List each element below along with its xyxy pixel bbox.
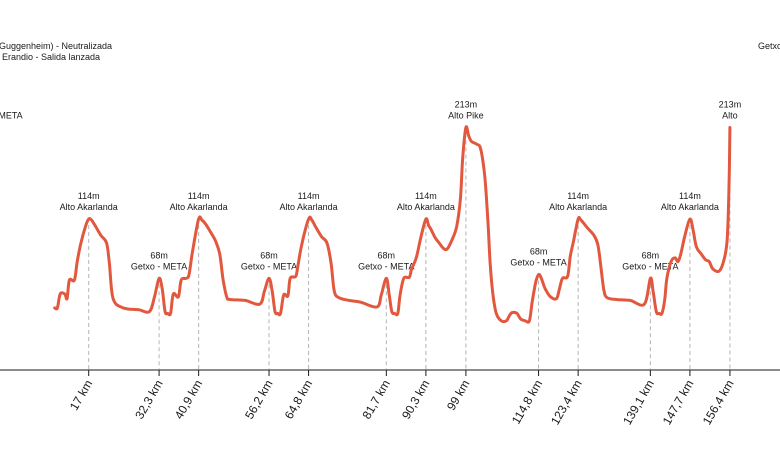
x-tick-label: 156,4 km [700,377,737,427]
climb-altitude: 114m [415,191,437,201]
climb-name: Alto Akarlanda [549,202,607,212]
climb-altitude: 68m [642,250,660,260]
start-note-line-1: (Guggenheim) - Neutralizada [0,41,112,51]
climb-altitude: 114m [679,191,701,201]
climb-name: Alto Akarlanda [170,202,228,212]
climb-altitude: 68m [150,250,168,260]
x-tick-label: 99 km [444,378,472,413]
climb-altitude: 114m [188,191,210,201]
x-tick-label: 147,7 km [660,377,697,427]
climb-altitude: 114m [78,191,100,201]
climb-altitude: 68m [378,250,396,260]
finish-note: Getxo [758,41,780,51]
climb-name: Alto [722,110,738,120]
start-note-line-2: Erandio - Salida lanzada [2,52,100,62]
x-tick-label: 56,2 km [242,377,275,421]
x-tick-label: 64,8 km [282,377,315,421]
climb-name: Alto Akarlanda [60,202,118,212]
x-tick-label: 40,9 km [172,377,205,421]
x-tick-label: 114,8 km [509,377,545,426]
x-axis-ticks: 17 km 32,3 km 40,9 km 56,2 km 64,8 km 81,7 km… [67,370,737,427]
climb-altitude: 114m [567,191,589,201]
climb-name: Getxo - META [358,261,414,271]
climb-name: Alto Akarlanda [397,202,455,212]
climb-name: META [0,110,23,120]
climb-name: Getxo - META [622,261,678,271]
x-tick-label: 90,3 km [399,377,432,421]
climb-name: Getxo - META [241,261,297,271]
climb-altitude: 213m [455,99,478,109]
x-tick-label: 123,4 km [548,377,585,427]
x-tick-label: 17 km [67,378,95,413]
climb-name: Alto Akarlanda [661,202,719,212]
x-tick-label: 32,3 km [132,377,165,421]
guide-lines [88,133,731,369]
climb-altitude: 68m [260,250,278,260]
climb-name: Getxo - META [510,258,566,268]
climb-altitude: 114m [298,191,320,201]
climb-name: Alto Pike [448,110,484,120]
x-tick-label: 81,7 km [359,377,392,421]
climb-altitude: 68m [530,247,548,257]
climb-name: Alto Akarlanda [280,202,338,212]
climb-name: Getxo - META [131,261,187,271]
climb-altitude: 213m [719,99,742,109]
elevation-line [53,125,732,324]
x-tick-label: 139,1 km [620,377,657,427]
start-notes: (Guggenheim) - Neutralizada Erandio - Sa… [0,41,112,62]
